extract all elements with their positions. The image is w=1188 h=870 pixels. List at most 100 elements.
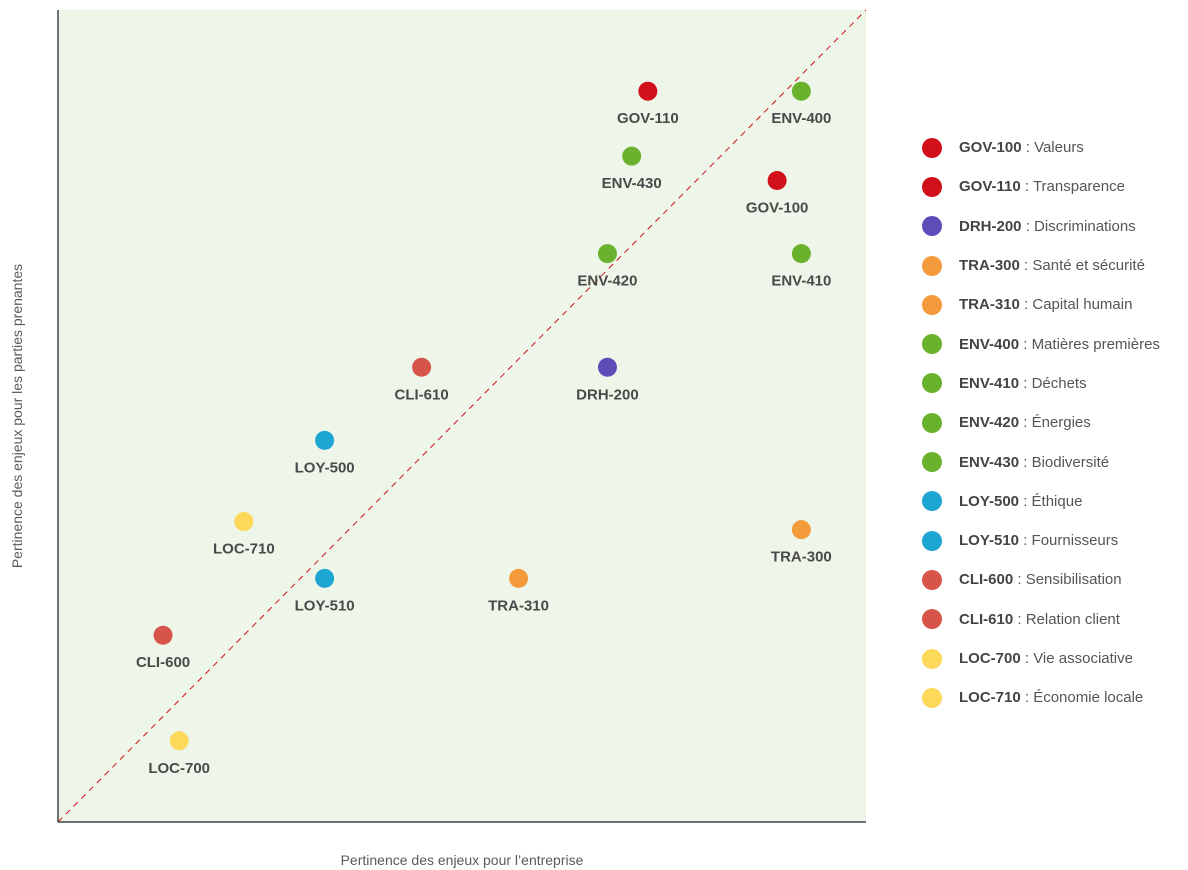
data-points: GOV-110 ENV-400 ENV-430 GOV-100 ENV-420 ENV-4… (136, 81, 832, 777)
legend-label: GOV-100 : Valeurs (959, 139, 1084, 156)
data-point-loy-510 (315, 568, 335, 588)
legend-item-drh-200: DRH-200 : Discriminations (922, 207, 1184, 246)
legend-name: Économie locale (1033, 689, 1144, 707)
diagonal-reference-line (57, 9, 867, 823)
legend-swatch (922, 648, 942, 669)
legend-label: ENV-420 : Énergies (959, 414, 1091, 431)
legend-separator: : (1021, 217, 1035, 235)
legend-label: ENV-430 : Biodiversité (959, 454, 1109, 471)
legend-code: ENV-430 (959, 453, 1020, 471)
legend: GOV-100 : Valeurs GOV-110 : Transparence D… (922, 128, 1184, 717)
data-point-loy-500 (315, 430, 335, 450)
legend-separator: : (1019, 335, 1032, 353)
data-point-drh-200 (597, 357, 617, 377)
legend-label: GOV-110 : Transparence (959, 178, 1125, 195)
legend-item-tra-300: TRA-300 : Santé et sécurité (922, 246, 1184, 285)
legend-swatch (922, 452, 942, 473)
legend-item-loy-500: LOY-500 : Éthique (922, 482, 1184, 521)
legend-item-cli-600: CLI-600 : Sensibilisation (922, 560, 1184, 599)
legend-label: LOY-510 : Fournisseurs (959, 532, 1118, 549)
legend-name: Matières premières (1031, 335, 1160, 353)
legend-name: Fournisseurs (1031, 532, 1119, 550)
legend-separator: : (1019, 532, 1032, 550)
legend-item-cli-610: CLI-610 : Relation client (922, 600, 1184, 639)
legend-swatch (922, 334, 942, 355)
legend-code: CLI-600 (959, 571, 1014, 589)
legend-label: TRA-310 : Capital humain (959, 296, 1132, 313)
legend-label: LOY-500 : Éthique (959, 493, 1082, 510)
data-label-loy-510: LOY-510 (295, 597, 355, 614)
legend-code: LOC-700 (959, 650, 1021, 667)
legend-code: GOV-110 (959, 178, 1021, 196)
data-label-env-430: ENV-430 (602, 175, 662, 192)
legend-swatch (922, 255, 942, 276)
legend-swatch (922, 137, 942, 158)
legend-name: Valeurs (1034, 139, 1084, 157)
legend-code: ENV-400 (959, 335, 1020, 353)
data-label-drh-200: DRH-200 (576, 386, 639, 403)
data-point-tra-300 (791, 520, 811, 540)
legend-label: ENV-400 : Matières premières (959, 336, 1160, 353)
data-point-cli-600 (153, 625, 173, 645)
legend-label: ENV-410 : Déchets (959, 375, 1087, 392)
data-label-env-420: ENV-420 (577, 273, 637, 290)
legend-item-env-430: ENV-430 : Biodiversité (922, 442, 1184, 481)
data-point-env-400 (791, 81, 811, 101)
data-point-cli-610 (412, 357, 432, 377)
legend-item-env-410: ENV-410 : Déchets (922, 364, 1184, 403)
data-point-env-420 (597, 244, 617, 264)
legend-name: Sensibilisation (1025, 571, 1122, 589)
legend-name: Discriminations (1034, 217, 1136, 235)
legend-swatch (922, 176, 942, 197)
legend-code: TRA-300 (959, 257, 1020, 275)
legend-name: Éthique (1031, 492, 1083, 510)
legend-item-gov-100: GOV-100 : Valeurs (922, 128, 1184, 167)
legend-separator: : (1020, 689, 1034, 707)
legend-separator: : (1019, 257, 1033, 275)
legend-separator: : (1019, 414, 1032, 432)
data-label-env-410: ENV-410 (771, 273, 831, 290)
legend-code: GOV-100 (959, 139, 1022, 157)
legend-item-env-420: ENV-420 : Énergies (922, 403, 1184, 442)
legend-swatch (922, 373, 942, 394)
data-label-env-400: ENV-400 (771, 110, 831, 127)
data-point-gov-110 (638, 81, 658, 101)
data-point-env-410 (791, 244, 811, 264)
legend-name: Capital humain (1032, 296, 1133, 314)
legend-item-loc-710: LOC-710 : Économie locale (922, 678, 1184, 717)
data-label-loy-500: LOY-500 (295, 459, 355, 476)
legend-item-loy-510: LOY-510 : Fournisseurs (922, 521, 1184, 560)
data-point-gov-100 (767, 171, 787, 191)
legend-separator: : (1019, 296, 1033, 314)
legend-code: CLI-610 (959, 610, 1014, 628)
y-axis-title: Pertinence des enjeux pour les parties p… (9, 264, 25, 568)
legend-swatch (922, 216, 942, 237)
legend-label: LOC-710 : Économie locale (959, 689, 1143, 706)
legend-code: LOY-500 (959, 492, 1020, 510)
legend-code: LOC-710 (959, 689, 1021, 707)
legend-name: Déchets (1031, 374, 1087, 392)
data-point-tra-310 (509, 568, 529, 588)
legend-swatch (922, 569, 942, 590)
legend-swatch (922, 687, 942, 708)
legend-separator: : (1020, 650, 1034, 667)
legend-code: LOY-510 (959, 532, 1020, 550)
legend-separator: : (1020, 178, 1033, 196)
data-label-loc-710: LOC-710 (213, 541, 275, 558)
data-label-cli-610: CLI-610 (395, 386, 449, 403)
data-point-loc-700 (169, 731, 189, 751)
legend-name: Vie associative (1033, 650, 1133, 667)
legend-swatch (922, 491, 942, 512)
data-label-gov-110: GOV-110 (617, 110, 679, 127)
legend-name: Biodiversité (1031, 453, 1110, 471)
data-label-loc-700: LOC-700 (148, 760, 210, 777)
legend-item-loc-700: LOC-700 : Vie associative (922, 639, 1184, 678)
legend-name: Énergies (1031, 414, 1091, 432)
legend-item-env-400: ENV-400 : Matières premières (922, 324, 1184, 363)
legend-item-tra-310: TRA-310 : Capital humain (922, 285, 1184, 324)
legend-label: LOC-700 : Vie associative (959, 650, 1133, 667)
data-point-loc-710 (234, 512, 254, 532)
data-point-env-430 (622, 146, 642, 166)
legend-label: DRH-200 : Discriminations (959, 218, 1136, 235)
legend-code: DRH-200 (959, 217, 1022, 235)
